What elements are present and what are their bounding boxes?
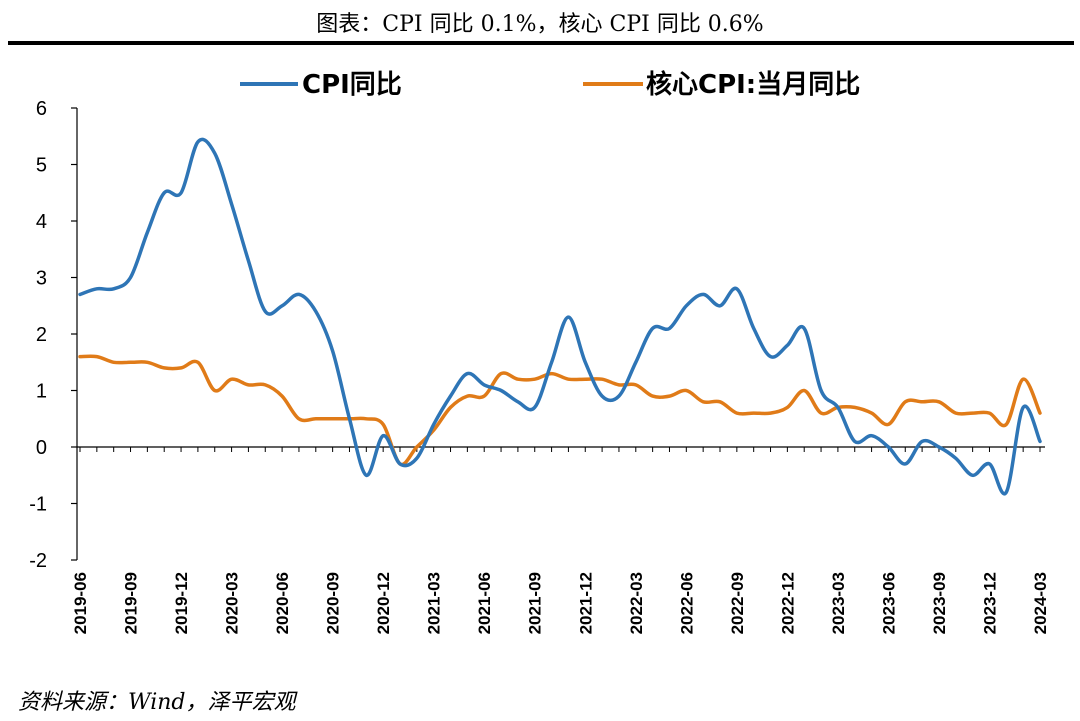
y-tick-label: 6 [36,98,47,120]
chart-title: 图表：CPI 同比 0.1%，核心 CPI 同比 0.6% [316,12,764,37]
series-line-cpi [78,137,1042,496]
x-tick-label: 2020-12 [374,572,393,634]
x-tick-label: 2023-12 [980,572,999,634]
legend-label: 核心CPI:当月同比 [646,69,860,100]
x-tick-label: 2021-09 [526,572,545,634]
x-tick-label: 2024-03 [1031,572,1050,634]
series-lines [78,137,1042,496]
y-tick-label: -1 [29,494,47,516]
x-tick-label: 2019-09 [122,572,141,634]
x-tick-label: 2023-06 [879,572,898,634]
x-tick-label: 2022-06 [677,572,696,634]
source-note: 资料来源：Wind，泽平宏观 [18,690,296,715]
x-tick-label: 2019-06 [71,572,90,634]
y-tick-label: 0 [36,437,47,459]
y-tick-label: 2 [36,324,47,346]
legend: CPI同比 核心CPI:当月同比 [240,69,860,100]
x-tick-label: 2020-03 [223,572,242,634]
title-rule [8,41,1074,45]
x-tick-label: 2020-06 [273,572,292,634]
y-tick-label: 1 [36,381,47,403]
series-line-core-cpi [78,354,1042,467]
x-tick-label: 2021-12 [576,572,595,634]
y-axis: -2 -1 0 1 2 3 4 5 6 [29,98,78,572]
x-axis: 2019-06 2019-09 2019-12 2020-03 2020-06 2020-… [71,446,1050,634]
x-tick-label: 2022-09 [728,572,747,634]
x-tick-label: 2020-09 [324,572,343,634]
x-tick-label: 2021-03 [425,572,444,634]
x-tick-label: 2023-09 [930,572,949,634]
x-tick-label: 2023-03 [829,572,848,634]
x-tick-label: 2022-12 [778,572,797,634]
y-tick-label: -2 [29,550,47,572]
y-tick-label: 5 [36,155,47,177]
x-tick-label: 2021-06 [475,572,494,634]
y-tick-label: 3 [36,268,47,290]
legend-label: CPI同比 [302,70,402,100]
y-tick-label: 4 [36,211,47,233]
x-tick-label: 2022-03 [627,572,646,634]
x-tick-label: 2019-12 [172,572,191,634]
